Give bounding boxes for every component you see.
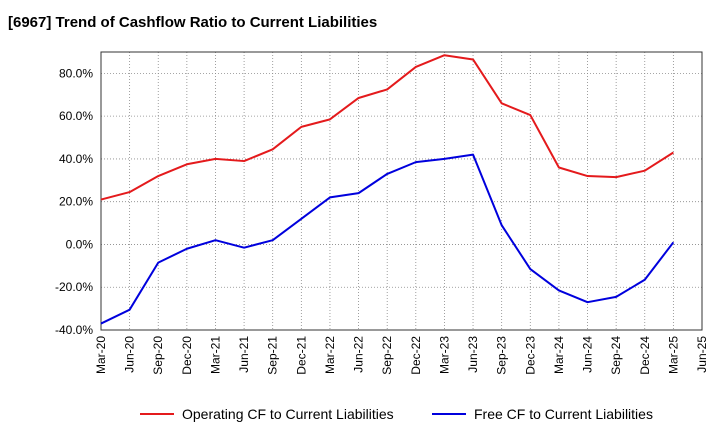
x-tick-label: Mar-23 bbox=[437, 336, 451, 374]
x-tick-label: Jun-24 bbox=[581, 336, 595, 373]
x-tick-label: Dec-24 bbox=[638, 336, 652, 375]
grid-lines bbox=[101, 52, 702, 331]
legend-label-1: Operating CF to Current Liabilities bbox=[182, 406, 394, 422]
plot-border bbox=[100, 51, 703, 331]
series-line-1 bbox=[100, 54, 674, 201]
x-tick-label: Mar-21 bbox=[208, 336, 222, 374]
x-tick-label: Dec-21 bbox=[294, 336, 308, 375]
x-tick-label: Sep-24 bbox=[609, 336, 623, 375]
x-tick-label: Jun-22 bbox=[352, 336, 366, 373]
plot-frame bbox=[100, 51, 703, 331]
series-line-2 bbox=[100, 153, 675, 325]
y-tick-label: 0.0% bbox=[66, 237, 94, 251]
legend-label-2: Free CF to Current Liabilities bbox=[474, 406, 653, 422]
x-tick-label: Jun-25 bbox=[695, 336, 709, 373]
series-lines bbox=[100, 54, 675, 325]
x-tick-label: Sep-23 bbox=[495, 336, 509, 375]
x-tick-label: Mar-24 bbox=[552, 336, 566, 374]
x-tick-label: Mar-22 bbox=[323, 336, 337, 374]
y-tick-label: 80.0% bbox=[59, 66, 93, 80]
x-tick-label: Sep-22 bbox=[380, 336, 394, 375]
x-tick-label: Mar-25 bbox=[666, 336, 680, 374]
chart-title: [6967] Trend of Cashflow Ratio to Curren… bbox=[8, 14, 378, 31]
x-tick-label: Dec-22 bbox=[409, 336, 423, 375]
x-tick-label: Jun-21 bbox=[237, 336, 251, 373]
y-tick-label: -20.0% bbox=[55, 280, 93, 294]
x-tick-label: Sep-20 bbox=[151, 336, 165, 375]
x-axis-ticks: Mar-20 Jun-20 Sep-20 Dec-20 Mar-21 Jun-21 Sep-… bbox=[94, 336, 709, 375]
x-tick-label: Sep-21 bbox=[266, 336, 280, 375]
x-tick-label: Dec-23 bbox=[523, 336, 537, 375]
y-tick-label: 60.0% bbox=[59, 109, 93, 123]
y-tick-label: 40.0% bbox=[59, 152, 93, 166]
y-tick-label: -40.0% bbox=[55, 323, 93, 337]
y-axis-ticks: -40.0% -20.0% 0.0% 20.0% 40.0% 60.0% 80.0% bbox=[55, 66, 93, 337]
x-tick-label: Jun-23 bbox=[466, 336, 480, 373]
y-tick-label: 20.0% bbox=[59, 195, 93, 209]
legend: Operating CF to Current Liabilities Free … bbox=[140, 406, 653, 422]
x-tick-label: Dec-20 bbox=[180, 336, 194, 375]
x-tick-label: Jun-20 bbox=[123, 336, 137, 373]
x-tick-label: Mar-20 bbox=[94, 336, 108, 374]
